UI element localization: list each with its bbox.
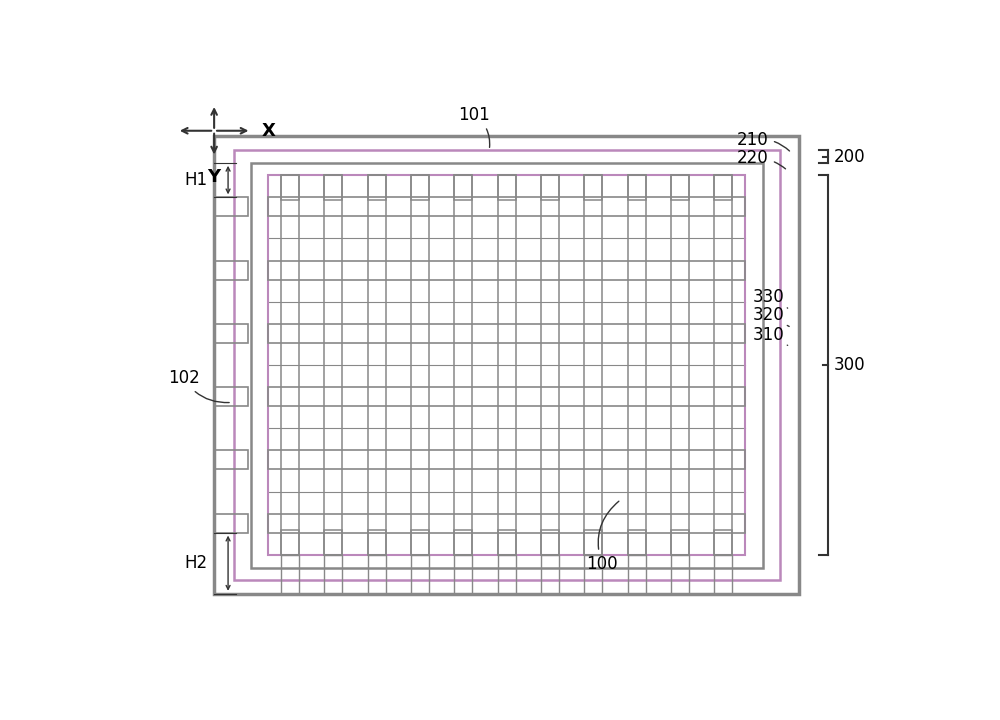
Bar bbox=[714, 555, 732, 594]
Text: H2: H2 bbox=[185, 554, 208, 572]
Bar bbox=[324, 555, 342, 594]
Text: 210: 210 bbox=[737, 130, 790, 151]
Bar bbox=[268, 324, 745, 343]
Bar bbox=[268, 197, 745, 216]
Bar bbox=[411, 175, 429, 555]
Bar bbox=[368, 175, 386, 200]
Bar bbox=[281, 555, 299, 594]
Text: 102: 102 bbox=[168, 369, 229, 402]
Bar bbox=[324, 529, 342, 555]
Bar bbox=[671, 555, 689, 594]
Bar bbox=[281, 175, 299, 555]
Bar bbox=[584, 555, 602, 594]
Bar bbox=[541, 555, 559, 594]
Text: 300: 300 bbox=[834, 356, 866, 374]
Bar bbox=[498, 529, 516, 555]
Bar bbox=[251, 163, 763, 567]
Bar bbox=[454, 529, 472, 555]
Bar bbox=[628, 555, 646, 594]
Text: 220: 220 bbox=[737, 149, 786, 169]
Text: H1: H1 bbox=[185, 171, 208, 189]
Text: 310: 310 bbox=[753, 325, 788, 346]
Bar bbox=[268, 175, 745, 555]
Bar bbox=[541, 175, 559, 200]
Bar bbox=[234, 150, 780, 580]
Text: 330: 330 bbox=[753, 287, 788, 308]
Bar bbox=[324, 175, 342, 555]
Bar bbox=[281, 529, 299, 555]
Bar bbox=[714, 529, 732, 555]
Bar bbox=[541, 175, 559, 555]
Bar bbox=[628, 529, 646, 555]
Bar bbox=[281, 175, 299, 200]
Bar bbox=[628, 175, 646, 200]
Bar bbox=[214, 197, 248, 216]
Text: Y: Y bbox=[208, 168, 221, 186]
Bar bbox=[714, 175, 732, 200]
Bar bbox=[214, 324, 248, 343]
Bar bbox=[268, 451, 745, 469]
Bar bbox=[671, 529, 689, 555]
Text: 320: 320 bbox=[753, 306, 789, 326]
Bar bbox=[368, 175, 386, 555]
Bar bbox=[498, 175, 516, 555]
Bar bbox=[671, 175, 689, 200]
Text: X: X bbox=[261, 122, 275, 140]
Bar bbox=[368, 529, 386, 555]
Bar bbox=[411, 529, 429, 555]
Bar bbox=[498, 175, 516, 200]
Bar bbox=[268, 514, 745, 533]
Text: 100: 100 bbox=[586, 501, 619, 572]
Bar bbox=[454, 555, 472, 594]
Bar bbox=[584, 175, 602, 555]
Bar bbox=[584, 175, 602, 200]
Bar bbox=[324, 175, 342, 200]
Bar bbox=[214, 451, 248, 469]
Bar bbox=[714, 175, 732, 555]
Text: 101: 101 bbox=[458, 106, 490, 148]
Bar bbox=[214, 387, 248, 406]
Bar bbox=[214, 136, 799, 594]
Bar bbox=[268, 261, 745, 279]
Bar bbox=[368, 555, 386, 594]
Bar bbox=[498, 555, 516, 594]
Bar bbox=[454, 175, 472, 200]
Bar bbox=[584, 529, 602, 555]
Bar bbox=[214, 261, 248, 279]
Bar bbox=[671, 175, 689, 555]
Bar bbox=[411, 175, 429, 200]
Bar bbox=[541, 529, 559, 555]
Bar bbox=[454, 175, 472, 555]
Text: 200: 200 bbox=[834, 148, 866, 166]
Bar bbox=[268, 387, 745, 406]
Bar bbox=[411, 555, 429, 594]
Bar bbox=[628, 175, 646, 555]
Bar bbox=[214, 514, 248, 533]
